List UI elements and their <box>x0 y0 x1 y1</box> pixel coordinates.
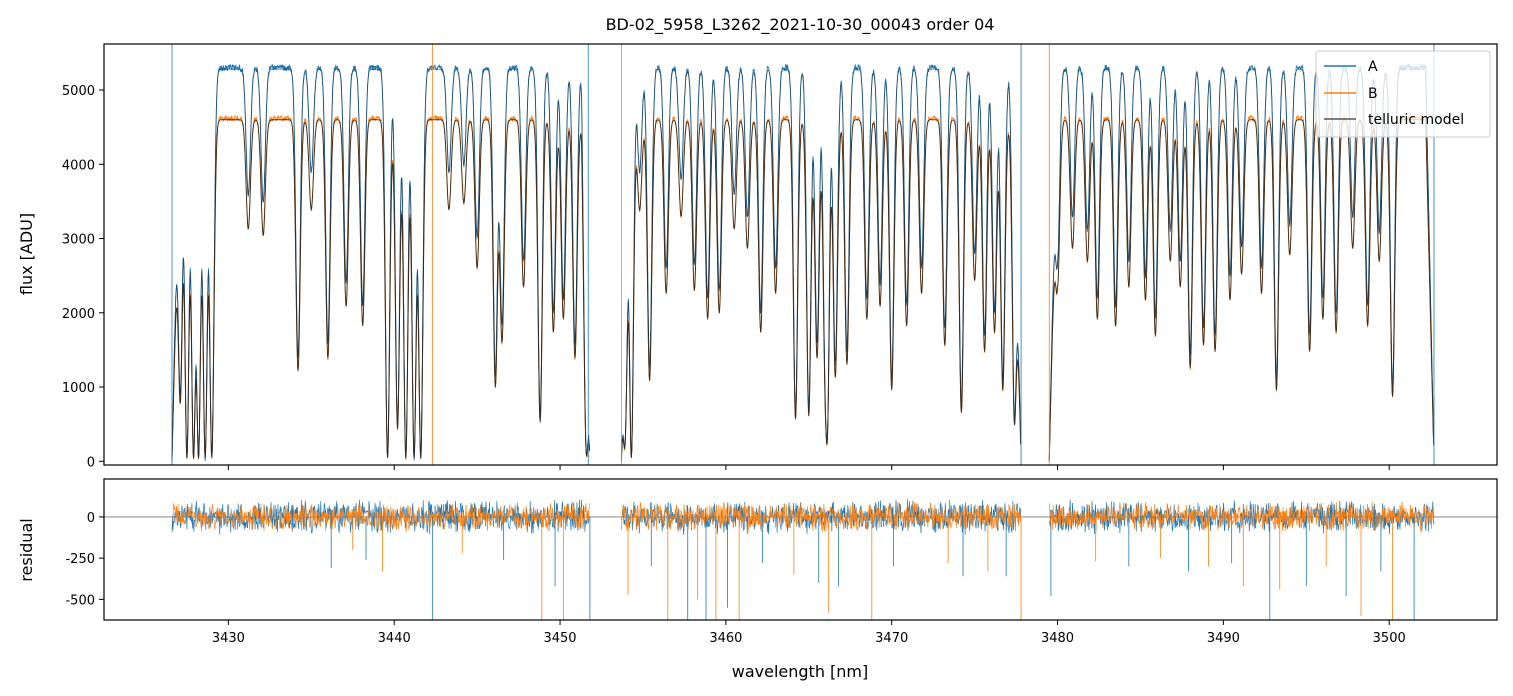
y-tick-label: 2000 <box>62 307 95 322</box>
bottom-x-ticks: 3430 3440 3450 3460 3470 3480 3490 3500 <box>212 620 1406 646</box>
x-tick-label: 3500 <box>1373 631 1406 646</box>
legend: A B telluric model <box>1315 50 1491 138</box>
top-axes-frame <box>103 43 1498 466</box>
bottom-axes-frame <box>103 478 1498 621</box>
top-panel: 0 1000 2000 3000 4000 5000 flux [ADU] <box>17 43 1498 470</box>
x-tick-label: 3480 <box>1041 631 1074 646</box>
bottom-panel: 0 -250 -500 3430 3440 3450 3460 3470 3480 3490 35… <box>17 478 1498 681</box>
y-tick-label: 0 <box>87 455 95 470</box>
y-tick-label: -500 <box>65 593 95 608</box>
top-series-group <box>171 44 1435 465</box>
x-tick-label: 3490 <box>1207 631 1240 646</box>
x-tick-label: 3460 <box>709 631 742 646</box>
top-y-ticks: 0 1000 2000 3000 4000 5000 <box>62 84 104 470</box>
legend-label-b: B <box>1368 86 1378 102</box>
telluric-model-line <box>171 119 1435 462</box>
legend-box <box>1315 50 1491 138</box>
legend-label-a: A <box>1368 59 1378 75</box>
y-tick-label: 3000 <box>62 233 95 248</box>
x-tick-label: 3470 <box>875 631 908 646</box>
bottom-y-ticks: 0 -250 -500 <box>65 511 104 608</box>
y-tick-label: 4000 <box>62 158 95 173</box>
x-axis-label: wavelength [nm] <box>732 662 869 681</box>
y-tick-label: 0 <box>87 511 95 526</box>
y-tick-label: 5000 <box>62 84 95 99</box>
legend-label-telluric: telluric model <box>1368 112 1464 128</box>
x-tick-label: 3450 <box>543 631 576 646</box>
bottom-y-axis-label: residual <box>17 518 36 581</box>
residual-series-group <box>104 499 1497 620</box>
y-tick-label: -250 <box>65 552 95 567</box>
x-tick-label: 3440 <box>378 631 411 646</box>
y-tick-label: 1000 <box>62 381 95 396</box>
chart-title: BD-02_5958_L3262_2021-10-30_00043 order … <box>606 15 995 35</box>
top-y-axis-label: flux [ADU] <box>17 213 36 295</box>
x-tick-label: 3430 <box>212 631 245 646</box>
top-x-ticks <box>227 465 1390 470</box>
telluric-model-a-line <box>171 68 1434 462</box>
